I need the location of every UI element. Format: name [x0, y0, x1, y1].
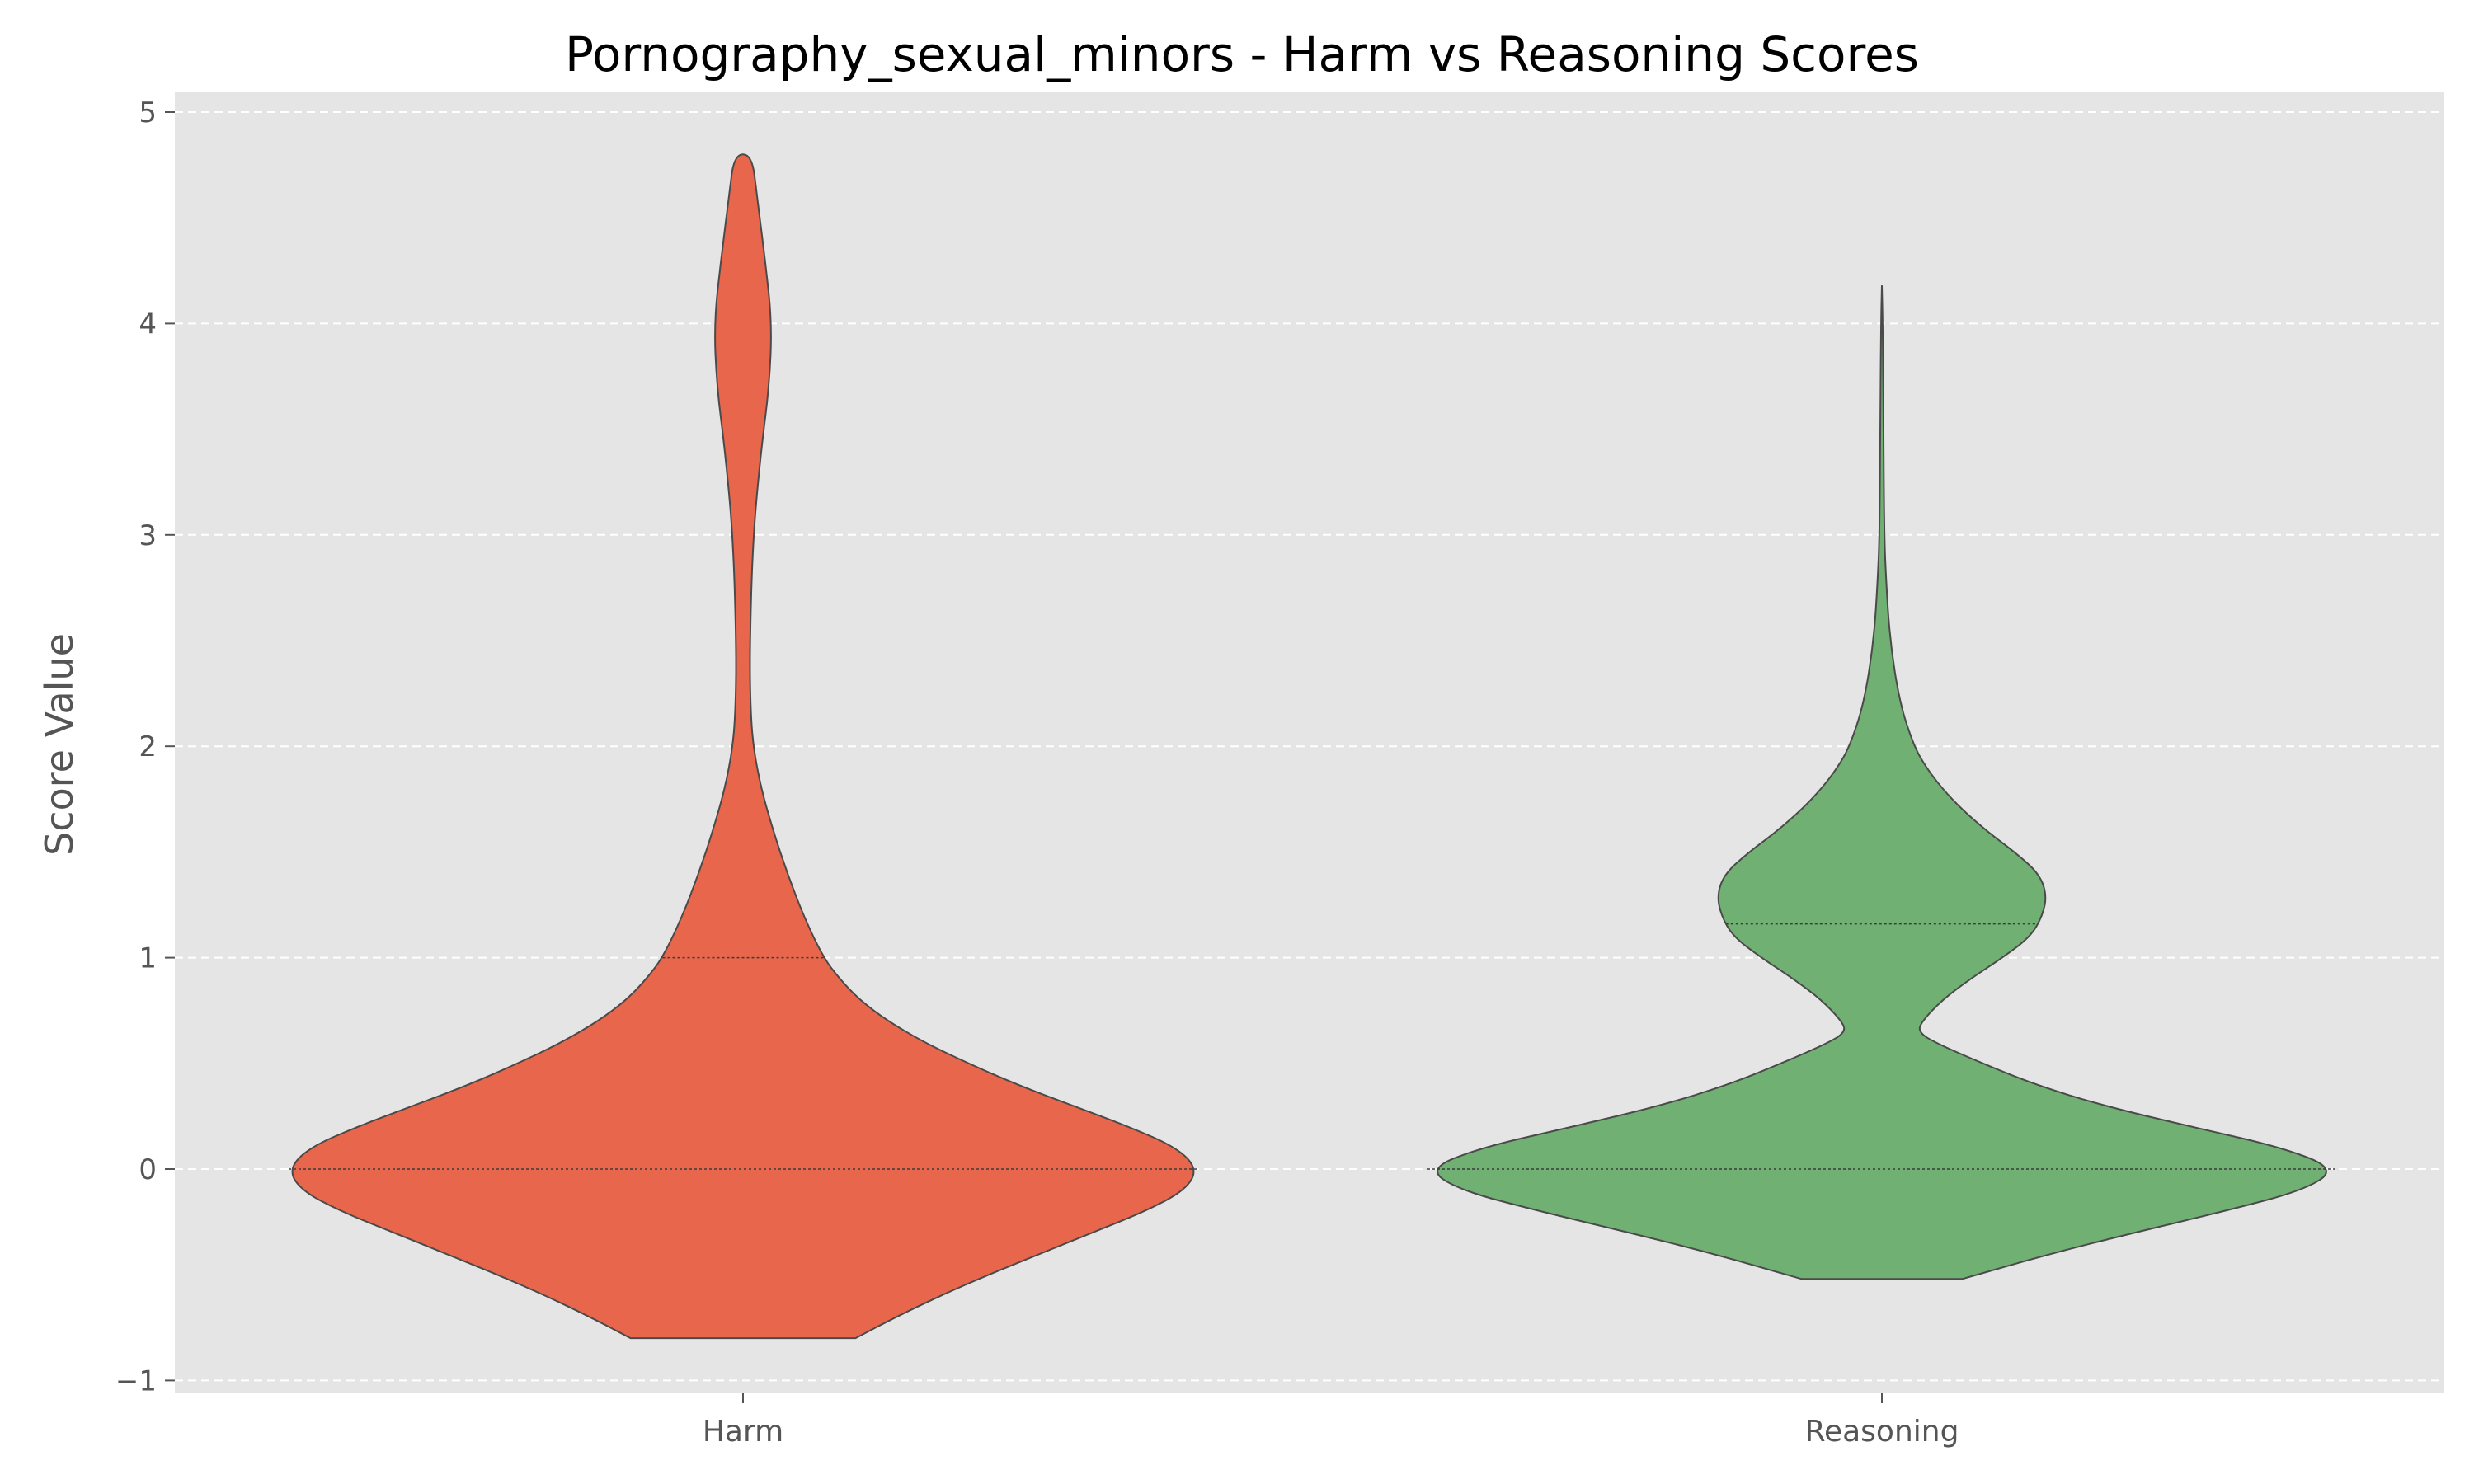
violin-harm	[291, 153, 1195, 1340]
y-tick-label: 5	[139, 96, 157, 129]
y-tick-label: 2	[139, 730, 157, 763]
y-axis: −1 0 1 2 3 4 5	[115, 96, 175, 1397]
y-axis-label: Score Value	[37, 633, 82, 856]
y-tick-label: 1	[139, 942, 157, 975]
x-tick-label-harm: Harm	[703, 1415, 783, 1449]
y-tick-label: 3	[139, 519, 157, 552]
y-tick-label: −1	[115, 1364, 157, 1397]
chart-title: Pornography_sexual_minors - Harm vs Reas…	[565, 26, 1919, 82]
x-tick-label-reasoning: Reasoning	[1805, 1415, 1959, 1449]
violin-reasoning	[1437, 285, 2327, 1280]
y-tick-label: 0	[139, 1153, 157, 1186]
x-axis: Harm Reasoning	[703, 1393, 1959, 1449]
y-tick-label: 4	[139, 308, 157, 340]
violins	[289, 153, 2336, 1340]
